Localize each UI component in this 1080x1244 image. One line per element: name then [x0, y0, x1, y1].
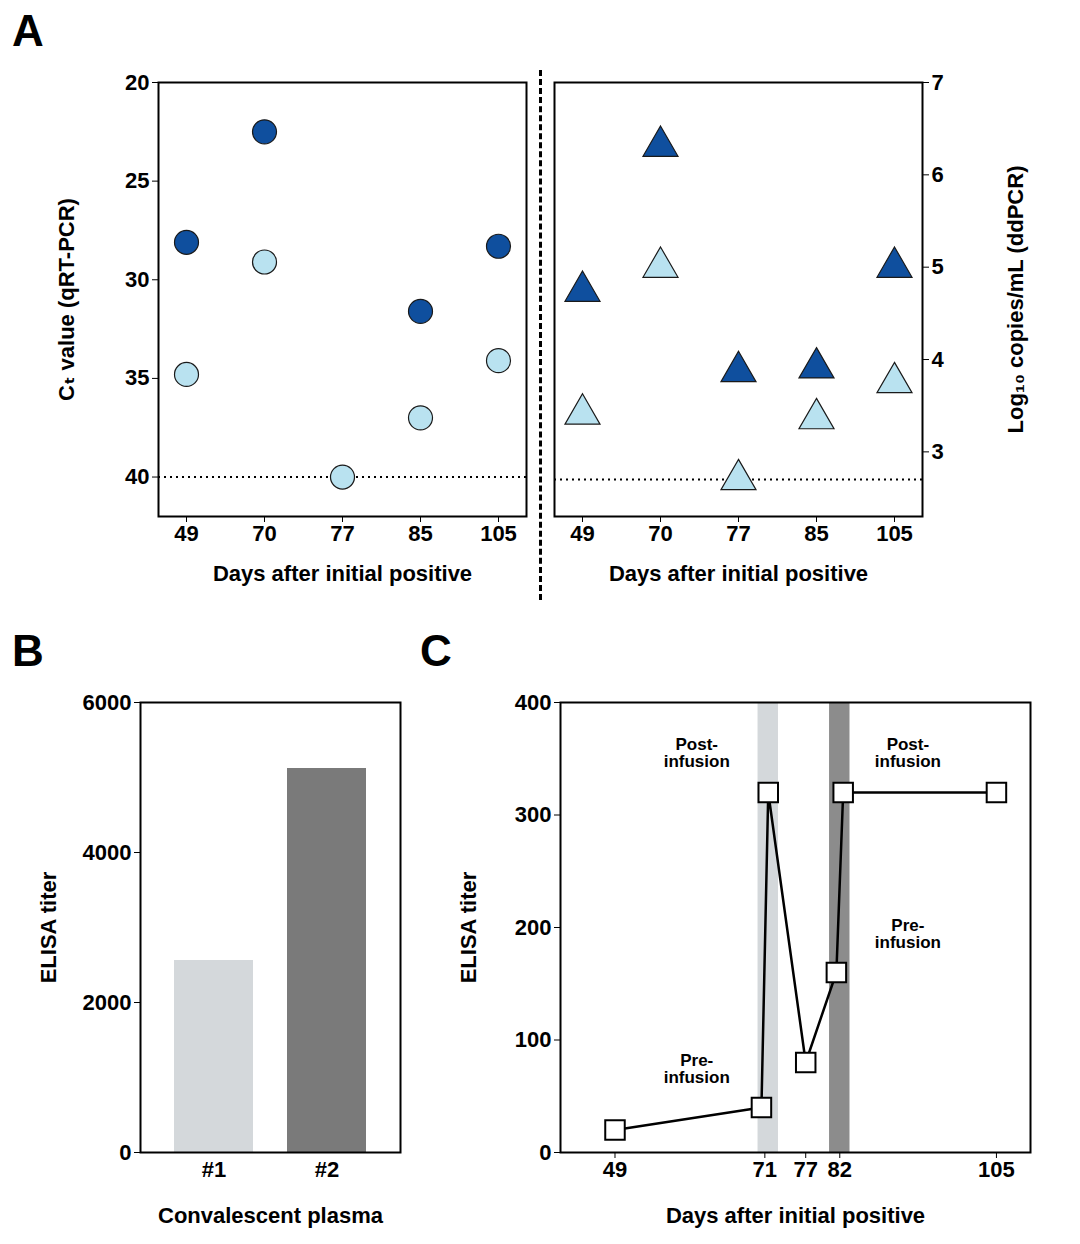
svg-text:2000: 2000 — [83, 990, 132, 1015]
svg-text:3: 3 — [932, 439, 944, 464]
html-text:A: A — [12, 6, 44, 55]
svg-text:5: 5 — [932, 254, 944, 279]
svg-text:Post-infusion: Post-infusion — [664, 735, 730, 771]
svg-text:ELISA titer: ELISA titer — [36, 871, 61, 983]
svg-text:105: 105 — [480, 521, 517, 546]
svg-text:25: 25 — [125, 168, 149, 193]
svg-text:105: 105 — [978, 1157, 1015, 1182]
svg-text:6000: 6000 — [83, 690, 132, 715]
svg-text:Days after initial positive: Days after initial positive — [213, 561, 472, 586]
svg-text:Log₁₀ copies/mL (ddPCR): Log₁₀ copies/mL (ddPCR) — [1003, 166, 1028, 434]
svg-text:6: 6 — [932, 162, 944, 187]
html-text:B: B — [12, 626, 44, 675]
svg-text:70: 70 — [252, 521, 276, 546]
svg-text:100: 100 — [515, 1027, 552, 1052]
svg-text:49: 49 — [570, 521, 594, 546]
svg-text:Days after initial positive: Days after initial positive — [666, 1203, 925, 1228]
svg-text:Post-infusion: Post-infusion — [875, 735, 941, 771]
svg-text:30: 30 — [125, 267, 149, 292]
svg-text:#2: #2 — [315, 1157, 339, 1182]
svg-text:85: 85 — [804, 521, 828, 546]
svg-text:Pre-infusion: Pre-infusion — [875, 916, 941, 952]
svg-text:0: 0 — [119, 1140, 131, 1165]
svg-text:Days after initial positive: Days after initial positive — [609, 561, 868, 586]
svg-text:77: 77 — [726, 521, 750, 546]
svg-text:#1: #1 — [202, 1157, 226, 1182]
svg-text:35: 35 — [125, 365, 149, 390]
svg-text:85: 85 — [408, 521, 432, 546]
svg-text:4000: 4000 — [83, 840, 132, 865]
svg-text:300: 300 — [515, 802, 552, 827]
svg-text:4: 4 — [932, 347, 945, 372]
svg-text:82: 82 — [828, 1157, 852, 1182]
svg-text:71: 71 — [753, 1157, 777, 1182]
svg-text:49: 49 — [174, 521, 198, 546]
html-text:C: C — [420, 626, 452, 675]
svg-text:400: 400 — [515, 690, 552, 715]
svg-text:77: 77 — [330, 521, 354, 546]
svg-text:200: 200 — [515, 915, 552, 940]
svg-text:77: 77 — [793, 1157, 817, 1182]
svg-text:0: 0 — [539, 1140, 551, 1165]
svg-text:Pre-infusion: Pre-infusion — [664, 1051, 730, 1087]
svg-text:20: 20 — [125, 70, 149, 95]
svg-text:70: 70 — [648, 521, 672, 546]
svg-text:49: 49 — [603, 1157, 627, 1182]
svg-text:40: 40 — [125, 464, 149, 489]
svg-text:ELISA titer: ELISA titer — [456, 871, 481, 983]
svg-text:Cₜ value (qRT-PCR): Cₜ value (qRT-PCR) — [54, 198, 79, 401]
svg-text:7: 7 — [932, 70, 944, 95]
svg-text:105: 105 — [876, 521, 913, 546]
svg-text:Convalescent plasma: Convalescent plasma — [158, 1203, 384, 1228]
